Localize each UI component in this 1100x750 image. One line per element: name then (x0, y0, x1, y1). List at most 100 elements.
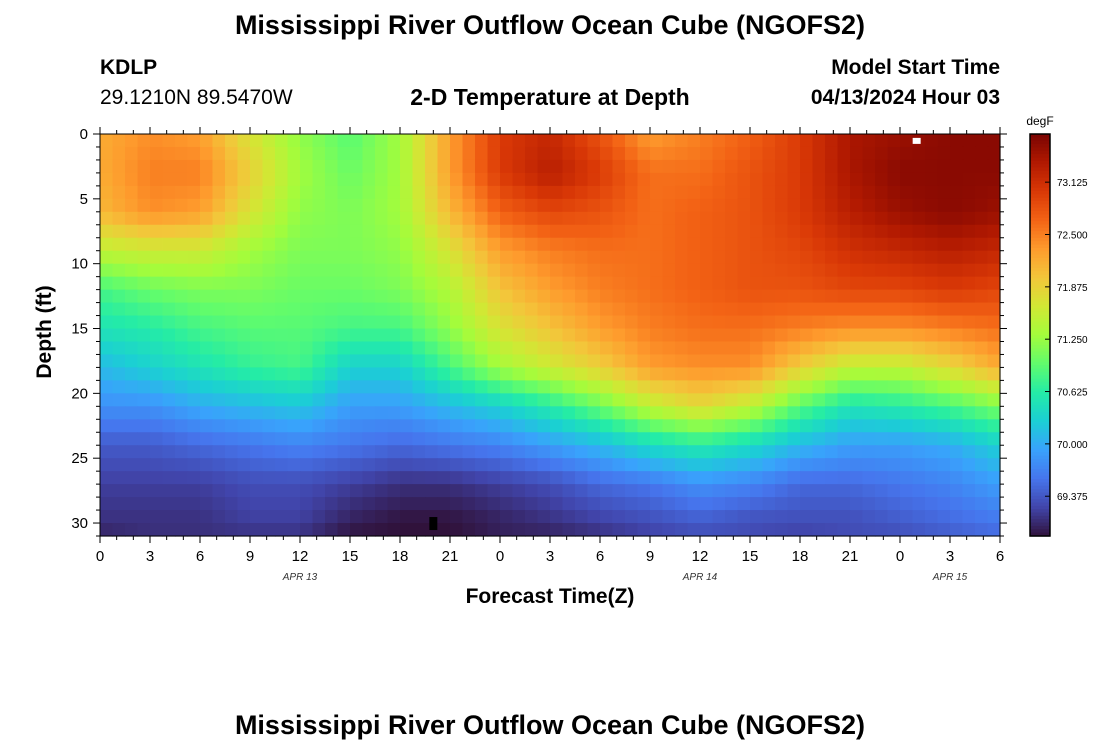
heatmap-cell (637, 302, 651, 317)
heatmap-cell (875, 237, 889, 252)
heatmap-cell (525, 471, 539, 485)
station-id: KDLP (100, 56, 158, 79)
heatmap-cell (625, 471, 639, 485)
heatmap-cell (975, 289, 989, 304)
heatmap-cell (187, 497, 201, 511)
heatmap-cell (787, 471, 801, 485)
heatmap-cell (512, 367, 526, 381)
heatmap-cell (125, 263, 139, 278)
heatmap-cell (687, 328, 701, 343)
colorbar-swatch (1030, 492, 1050, 497)
colorbar-swatch (1030, 257, 1050, 262)
heatmap-cell (837, 354, 851, 369)
heatmap-cell (462, 497, 476, 511)
heatmap-cell (337, 341, 351, 356)
heatmap-cell (887, 510, 901, 524)
heatmap-cell (537, 497, 551, 511)
heatmap-cell (600, 289, 614, 304)
heatmap-cell (350, 302, 364, 317)
heatmap-cell (312, 263, 326, 278)
heatmap-cell (200, 198, 214, 213)
heatmap-cell (337, 367, 351, 381)
heatmap-cell (162, 419, 176, 433)
heatmap-cell (925, 134, 939, 148)
heatmap-cell (487, 302, 501, 317)
heatmap-cell (975, 471, 989, 485)
colorbar-swatch (1030, 355, 1050, 360)
heatmap-cell (612, 484, 626, 498)
heatmap-cell (850, 484, 864, 498)
heatmap-cell (625, 445, 639, 459)
heatmap-cell (300, 497, 314, 511)
heatmap-cell (275, 302, 289, 317)
heatmap-cell (900, 380, 914, 394)
heatmap-cell (112, 185, 126, 200)
heatmap-cell (737, 497, 751, 511)
heatmap-cell (762, 432, 776, 446)
heatmap-cell (900, 445, 914, 459)
heatmap-cell (987, 146, 1001, 161)
heatmap-cell (162, 172, 176, 187)
heatmap-cell (450, 224, 464, 239)
heatmap-cell (250, 328, 264, 343)
heatmap-cell (700, 458, 714, 472)
heatmap-cell (187, 224, 201, 239)
heatmap-cell (337, 172, 351, 187)
heatmap-cell (800, 263, 814, 278)
heatmap-cell (200, 458, 214, 472)
heatmap-cell (800, 497, 814, 511)
heatmap-cell (950, 406, 964, 420)
heatmap-cell (500, 185, 514, 200)
heatmap-cell (325, 484, 339, 498)
colorbar-swatch (1030, 194, 1050, 199)
heatmap-cell (150, 393, 164, 407)
heatmap-cell (100, 185, 114, 200)
colorbar-swatch (1030, 412, 1050, 416)
heatmap-cell (437, 185, 451, 200)
heatmap-cell (387, 445, 401, 459)
heatmap-cell (100, 510, 114, 524)
heatmap-cell (600, 198, 614, 213)
heatmap-cell (425, 445, 439, 459)
heatmap-cell (687, 263, 701, 278)
heatmap-cell (925, 341, 939, 356)
heatmap-cell (862, 458, 876, 472)
heatmap-cell (850, 289, 864, 304)
heatmap-cell (700, 224, 714, 239)
heatmap-cell (387, 380, 401, 394)
heatmap-cell (825, 406, 839, 420)
heatmap-cell (537, 328, 551, 343)
heatmap-cell (850, 341, 864, 356)
heatmap-cell (262, 289, 276, 304)
heatmap-cell (487, 263, 501, 278)
heatmap-cell (662, 276, 676, 291)
heatmap-cell (987, 250, 1001, 265)
heatmap-cell (250, 354, 264, 369)
heatmap-cell (225, 497, 239, 511)
heatmap-cell (587, 211, 601, 226)
heatmap-cell (687, 302, 701, 317)
heatmap-cell (350, 406, 364, 420)
heatmap-cell (325, 497, 339, 511)
heatmap-cell (725, 211, 739, 226)
x-tick-label: 6 (996, 548, 1004, 565)
heatmap-cell (787, 458, 801, 472)
heatmap-cell (537, 341, 551, 356)
heatmap-cell (925, 237, 939, 252)
heatmap-cell (375, 471, 389, 485)
heatmap-cell (650, 328, 664, 343)
heatmap-cell (800, 315, 814, 330)
heatmap-cell (300, 289, 314, 304)
heatmap-cell (700, 198, 714, 213)
heatmap-cell (950, 134, 964, 148)
heatmap-cell (637, 419, 651, 433)
heatmap-cell (550, 510, 564, 524)
heatmap-cell (387, 393, 401, 407)
heatmap-cell (837, 393, 851, 407)
heatmap-cell (475, 211, 489, 226)
heatmap-cell (275, 146, 289, 161)
heatmap-cell (850, 497, 864, 511)
colorbar-swatch (1030, 187, 1050, 192)
colorbar-swatch (1030, 338, 1050, 343)
heatmap-cell (800, 302, 814, 317)
